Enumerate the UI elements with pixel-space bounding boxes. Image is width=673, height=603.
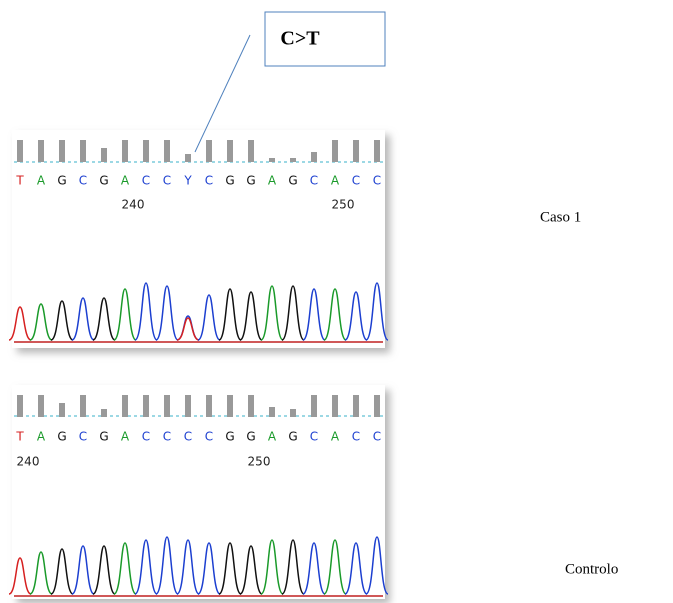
quality-bar xyxy=(374,140,380,162)
base-call: G xyxy=(99,430,108,444)
quality-bar xyxy=(80,395,86,417)
base-call: T xyxy=(15,430,24,444)
quality-bar xyxy=(353,140,359,162)
quality-bar xyxy=(248,140,254,162)
quality-bar xyxy=(101,148,107,162)
panel-frame xyxy=(12,385,385,599)
quality-bar xyxy=(122,395,128,417)
base-call: G xyxy=(246,430,255,444)
quality-bar xyxy=(122,140,128,162)
base-call: G xyxy=(246,174,255,188)
base-call: C xyxy=(205,430,213,444)
quality-bar xyxy=(143,140,149,162)
base-call: C xyxy=(310,174,318,188)
quality-bar xyxy=(311,152,317,162)
base-call: Y xyxy=(183,174,192,188)
base-call: G xyxy=(225,430,234,444)
base-call: A xyxy=(121,430,130,444)
base-call: C xyxy=(373,174,381,188)
base-call: A xyxy=(121,174,130,188)
quality-bar xyxy=(185,154,191,162)
quality-bar xyxy=(374,395,380,417)
base-call: G xyxy=(288,430,297,444)
quality-bar xyxy=(185,395,191,417)
quality-bar xyxy=(38,395,44,417)
quality-bar xyxy=(17,140,23,162)
quality-bar xyxy=(143,395,149,417)
base-call: A xyxy=(268,430,277,444)
panel-label: Caso 1 xyxy=(540,209,581,225)
annotation: C>T xyxy=(280,28,320,50)
base-call: A xyxy=(37,174,46,188)
position-label: 250 xyxy=(248,455,271,469)
base-call: G xyxy=(57,430,66,444)
panel-label: Controlo xyxy=(565,561,618,577)
quality-bar xyxy=(227,395,233,417)
base-call: C xyxy=(352,174,360,188)
base-call: A xyxy=(37,430,46,444)
base-call: G xyxy=(57,174,66,188)
panel-frame xyxy=(12,130,385,348)
quality-bar xyxy=(206,140,212,162)
base-call: C xyxy=(79,430,87,444)
quality-bar xyxy=(59,403,65,417)
base-call: C xyxy=(163,430,171,444)
figure: C>T Caso 1TAGCGACCYCGGAGCACC240250Contro… xyxy=(0,0,673,603)
quality-bar xyxy=(332,140,338,162)
quality-bar xyxy=(290,158,296,162)
quality-bar xyxy=(164,395,170,417)
quality-bar xyxy=(17,395,23,417)
quality-bar xyxy=(38,140,44,162)
quality-bar xyxy=(269,158,275,162)
quality-bar xyxy=(227,140,233,162)
base-call: A xyxy=(331,174,340,188)
quality-bar xyxy=(353,395,359,417)
base-call: C xyxy=(310,430,318,444)
base-call: A xyxy=(331,430,340,444)
quality-bar xyxy=(101,409,107,417)
position-label: 240 xyxy=(17,455,40,469)
quality-bar xyxy=(164,140,170,162)
base-call: T xyxy=(15,174,24,188)
quality-bar xyxy=(206,395,212,417)
quality-bar xyxy=(311,395,317,417)
base-call: G xyxy=(99,174,108,188)
base-call: C xyxy=(142,430,150,444)
base-call: C xyxy=(163,174,171,188)
base-call: C xyxy=(373,430,381,444)
base-call: A xyxy=(268,174,277,188)
base-call: G xyxy=(288,174,297,188)
quality-bar xyxy=(80,140,86,162)
base-call: G xyxy=(225,174,234,188)
figure-canvas: C>T Caso 1TAGCGACCYCGGAGCACC240250Contro… xyxy=(0,0,673,603)
quality-bar xyxy=(290,409,296,417)
quality-bar xyxy=(248,395,254,417)
position-label: 240 xyxy=(122,198,145,212)
base-call: C xyxy=(205,174,213,188)
base-call: C xyxy=(352,430,360,444)
position-label: 250 xyxy=(332,198,355,212)
quality-bar xyxy=(332,395,338,417)
base-call: C xyxy=(142,174,150,188)
base-call: C xyxy=(79,174,87,188)
quality-bar xyxy=(59,140,65,162)
quality-bar xyxy=(269,407,275,417)
base-call: C xyxy=(184,430,192,444)
